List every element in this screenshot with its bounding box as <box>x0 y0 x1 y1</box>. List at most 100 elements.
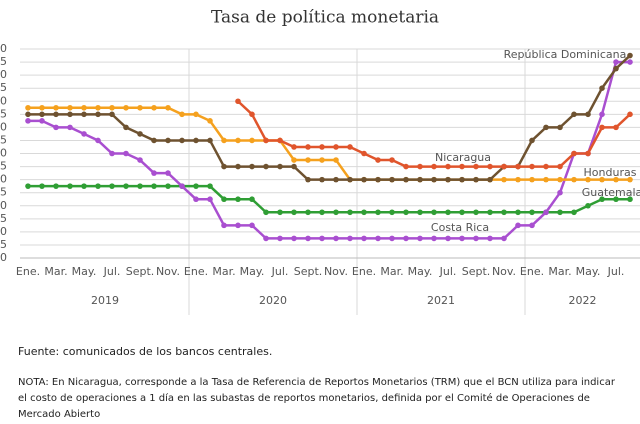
data-point <box>95 183 101 189</box>
data-point <box>361 209 367 216</box>
x-tick-label: May. <box>72 265 97 278</box>
data-point <box>319 157 325 163</box>
y-tick-label: 5.0 <box>0 120 7 133</box>
data-point <box>95 104 101 111</box>
data-point <box>571 176 577 183</box>
data-point <box>25 118 31 124</box>
year-label: 2022 <box>569 294 597 307</box>
data-point <box>235 98 241 105</box>
data-point <box>25 104 31 111</box>
y-tick-label: 7.5 <box>0 55 7 68</box>
data-point <box>249 163 255 170</box>
data-point <box>81 111 87 118</box>
data-point <box>137 131 143 137</box>
data-point <box>207 183 213 189</box>
data-point <box>207 118 213 124</box>
data-point <box>487 209 493 216</box>
data-point <box>403 209 409 216</box>
data-point <box>291 157 297 163</box>
y-tick-label: 5.5 <box>0 107 7 120</box>
y-tick-label: 1.5 <box>0 212 7 225</box>
note-line: Mercado Abierto <box>18 409 100 420</box>
series-line <box>28 184 630 214</box>
data-point <box>39 111 45 118</box>
data-point <box>473 176 479 183</box>
x-tick-label: Mar. <box>380 265 403 278</box>
data-point <box>347 176 353 183</box>
data-point <box>39 183 45 189</box>
data-point <box>431 163 437 170</box>
data-point <box>305 176 311 183</box>
data-point <box>445 209 451 216</box>
data-point <box>67 183 73 189</box>
data-point <box>515 176 521 183</box>
data-point <box>151 183 157 189</box>
data-point <box>599 85 605 91</box>
data-point <box>417 209 423 216</box>
data-point <box>585 176 591 183</box>
x-tick-label: Nov. <box>492 265 516 278</box>
data-point <box>319 235 325 242</box>
data-point <box>557 209 563 216</box>
data-point <box>599 176 605 183</box>
x-tick-label: Ene. <box>184 265 208 278</box>
data-point <box>487 176 493 183</box>
data-point <box>627 52 633 59</box>
data-point <box>599 124 605 131</box>
data-point <box>515 209 521 216</box>
data-point <box>501 163 507 170</box>
data-point <box>53 104 59 111</box>
data-point <box>473 163 479 170</box>
data-point <box>291 163 297 170</box>
x-tick-label: Sept. <box>126 265 155 278</box>
data-point <box>305 209 311 216</box>
data-point <box>543 176 549 183</box>
data-point <box>557 124 563 131</box>
data-point <box>123 124 129 131</box>
x-tick-label: May. <box>576 265 601 278</box>
data-point <box>235 137 241 144</box>
data-point <box>529 176 535 183</box>
data-point <box>389 235 395 242</box>
x-tick-label: Jul. <box>607 265 625 278</box>
data-point <box>445 163 451 170</box>
data-point <box>179 183 185 189</box>
data-point <box>347 235 353 242</box>
data-point <box>417 176 423 183</box>
data-point <box>277 137 283 144</box>
data-point <box>599 196 605 203</box>
y-tick-label: 8.0 <box>0 42 7 55</box>
data-point <box>599 111 605 118</box>
data-point <box>487 163 493 170</box>
data-point <box>319 176 325 183</box>
data-point <box>585 202 591 209</box>
data-point <box>305 157 311 163</box>
data-point <box>151 137 157 144</box>
data-point <box>137 104 143 111</box>
data-point <box>403 163 409 170</box>
data-point <box>165 183 171 189</box>
data-point <box>193 196 199 203</box>
chart-title: Tasa de política monetaria <box>211 8 439 28</box>
data-point <box>249 222 255 229</box>
data-point <box>165 137 171 144</box>
y-tick-label: 0.0 <box>0 251 7 264</box>
data-point <box>417 163 423 170</box>
data-point <box>137 183 143 189</box>
data-point <box>529 222 535 229</box>
data-point <box>151 170 157 176</box>
data-point <box>543 163 549 170</box>
data-point <box>543 209 549 216</box>
data-point <box>207 137 213 144</box>
data-point <box>403 235 409 242</box>
data-point <box>445 235 451 242</box>
y-tick-label: 4.0 <box>0 147 7 160</box>
data-point <box>445 176 451 183</box>
y-tick-label: 2.5 <box>0 186 7 199</box>
x-tick-label: Jul. <box>103 265 121 278</box>
data-point <box>221 137 227 144</box>
data-point <box>109 104 115 111</box>
data-point <box>291 209 297 216</box>
data-point <box>67 111 73 118</box>
